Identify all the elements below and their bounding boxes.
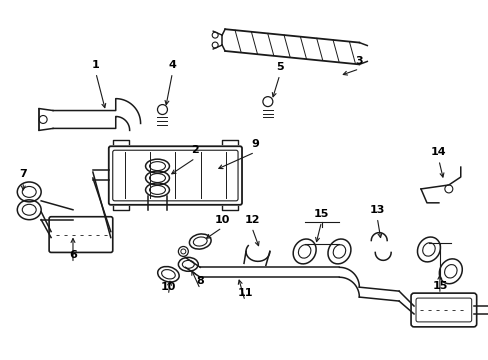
Text: 4: 4	[168, 60, 176, 70]
Text: 13: 13	[369, 205, 384, 215]
Text: 15: 15	[313, 209, 328, 219]
Text: 10: 10	[161, 282, 176, 292]
Text: 9: 9	[250, 139, 258, 149]
Text: 12: 12	[244, 215, 259, 225]
Text: 5: 5	[275, 62, 283, 72]
Text: 7: 7	[20, 169, 27, 179]
Text: 1: 1	[92, 60, 100, 70]
Text: 14: 14	[430, 147, 446, 157]
Text: 10: 10	[214, 215, 229, 225]
Text: 2: 2	[191, 145, 199, 155]
Text: 15: 15	[431, 281, 447, 291]
Text: 6: 6	[69, 250, 77, 260]
Text: 3: 3	[355, 56, 363, 66]
Text: 8: 8	[196, 276, 203, 286]
Text: 11: 11	[237, 288, 252, 298]
